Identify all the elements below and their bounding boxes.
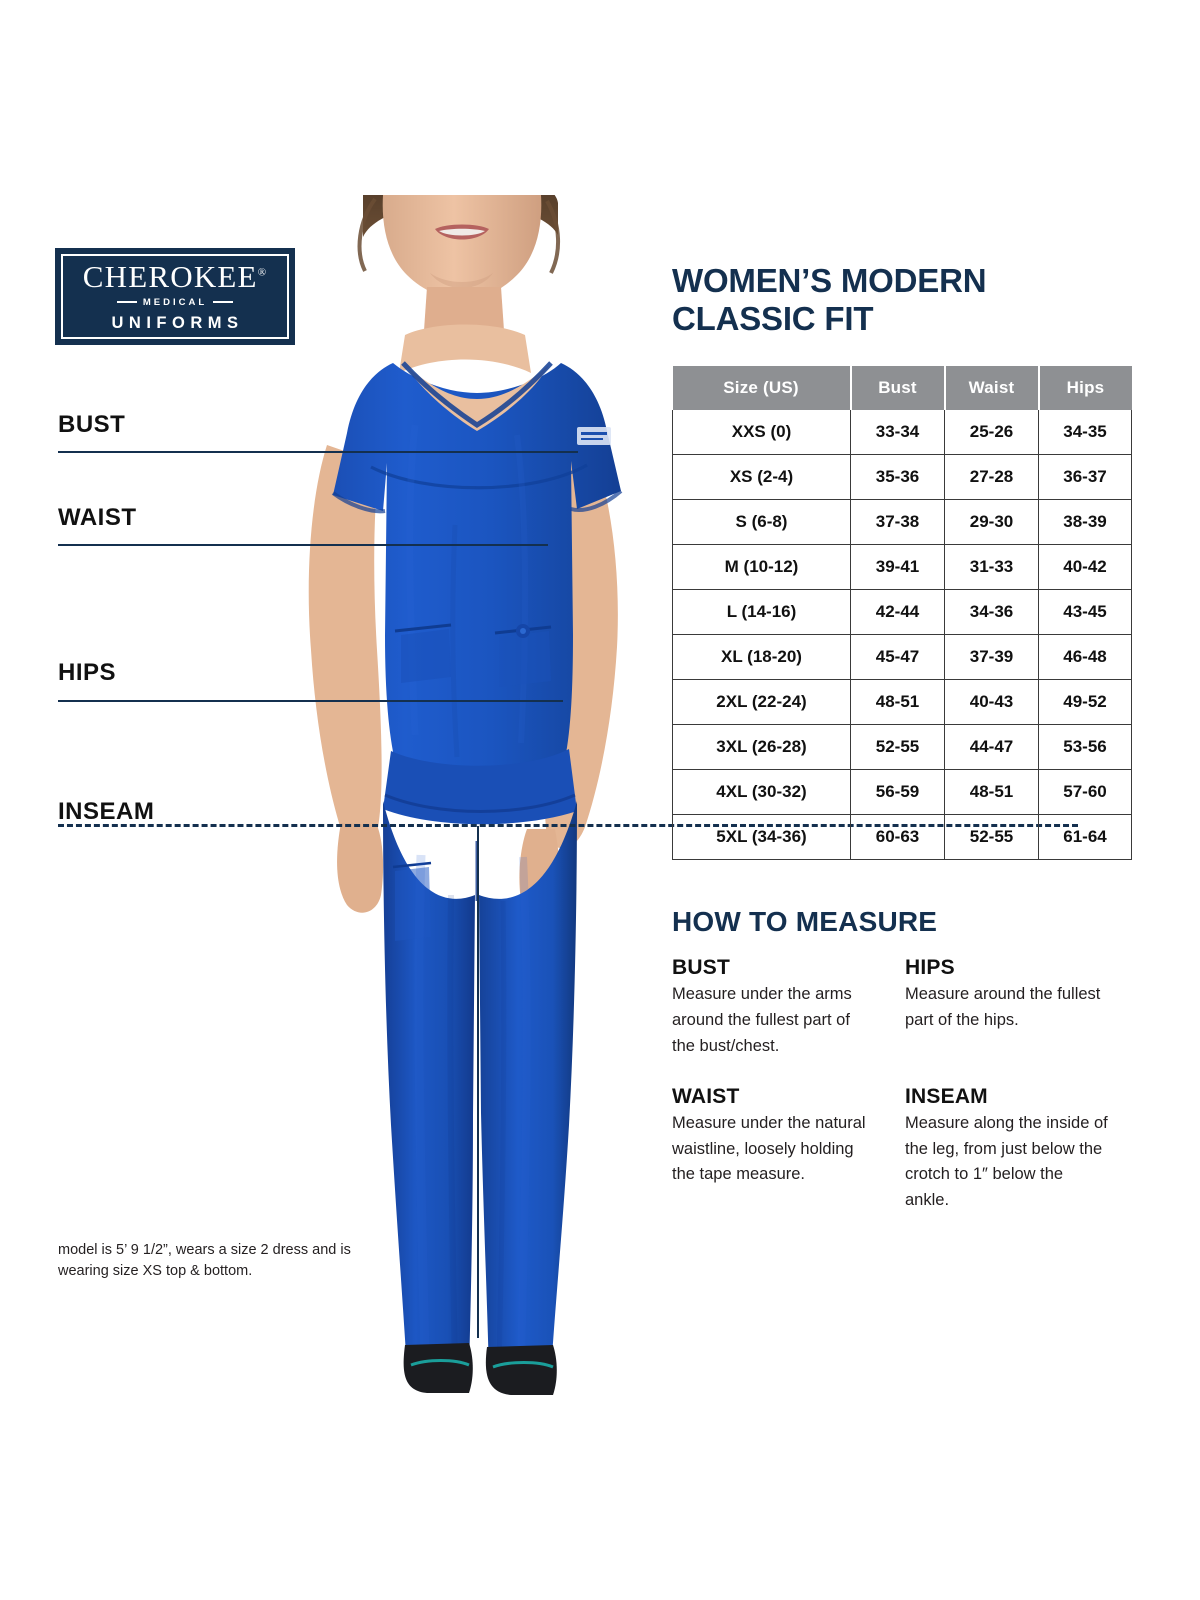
measurement-line-bust: [58, 451, 578, 453]
cell-size: S (6-8): [672, 499, 851, 546]
cell-size: XS (2-4): [672, 454, 851, 501]
registered-mark: ®: [257, 266, 268, 279]
table-row: L (14-16) 42-44 34-36 43-45: [672, 589, 1132, 636]
cell-size: XXS (0): [672, 409, 851, 456]
how-to-measure-heading: HOW TO MEASURE: [672, 906, 938, 938]
cell-hips: 49-52: [1038, 679, 1132, 726]
how-to-measure-grid: BUST Measure under the arms around the f…: [672, 956, 1132, 1213]
how-desc-waist: Measure under the natural waistline, loo…: [672, 1114, 866, 1184]
cell-waist: 34-36: [944, 589, 1039, 636]
cell-waist: 44-47: [944, 724, 1039, 771]
how-desc-bust: Measure under the arms around the fulles…: [672, 985, 852, 1055]
table-row: XXS (0) 33-34 25-26 34-35: [672, 409, 1132, 456]
cell-hips: 53-56: [1038, 724, 1132, 771]
how-to-measure-item-waist: WAIST Measure under the natural waistlin…: [672, 1085, 905, 1213]
cell-bust: 52-55: [850, 724, 945, 771]
cell-bust: 37-38: [850, 499, 945, 546]
how-desc-hips: Measure around the fullest part of the h…: [905, 985, 1101, 1029]
logo-rule-left: [116, 301, 137, 303]
table-row: 4XL (30-32) 56-59 48-51 57-60: [672, 769, 1132, 816]
cell-bust: 56-59: [850, 769, 945, 816]
table-header-row: Size (US) Bust Waist Hips: [672, 365, 1132, 410]
logo-rule-right: [213, 301, 234, 303]
how-to-measure-item-inseam: INSEAM Measure along the inside of the l…: [905, 1085, 1131, 1213]
measurement-label-bust: BUST: [58, 411, 126, 438]
cell-waist: 31-33: [944, 544, 1039, 591]
how-term-bust: BUST: [672, 956, 730, 980]
cell-hips: 57-60: [1038, 769, 1132, 816]
logo-uniforms-text: UNIFORMS: [111, 313, 244, 332]
model-note: model is 5’ 9 1/2”, wears a size 2 dress…: [58, 1242, 351, 1280]
cell-bust: 42-44: [850, 589, 945, 636]
logo-brand-name: CHEROKEE®: [83, 261, 268, 292]
cell-size: XL (18-20): [672, 634, 851, 681]
cell-bust: 33-34: [850, 409, 945, 456]
right-column: WOMEN’S MODERN CLASSIC FIT Size (US) Bus…: [672, 262, 1132, 1213]
table-row: M (10-12) 39-41 31-33 40-42: [672, 544, 1132, 591]
column-header-waist: Waist: [944, 365, 1040, 410]
cell-bust: 48-51: [850, 679, 945, 726]
measurement-line-waist: [58, 544, 548, 546]
cell-waist: 48-51: [944, 769, 1039, 816]
column-header-bust: Bust: [850, 365, 946, 410]
table-row: XL (18-20) 45-47 37-39 46-48: [672, 634, 1132, 681]
measurement-line-hips: [58, 700, 563, 702]
cell-bust: 60-63: [850, 814, 945, 861]
cherokee-logo: CHEROKEE® MEDICAL UNIFORMS: [55, 248, 295, 345]
cell-size: M (10-12): [672, 544, 851, 591]
cell-hips: 46-48: [1038, 634, 1132, 681]
cell-hips: 61-64: [1038, 814, 1132, 861]
column-header-hips: Hips: [1038, 365, 1132, 410]
cell-waist: 40-43: [944, 679, 1039, 726]
logo-inner-border: CHEROKEE® MEDICAL UNIFORMS: [61, 254, 289, 339]
logo-brand-text: CHEROKEE: [82, 258, 258, 294]
table-row: 3XL (26-28) 52-55 44-47 53-56: [672, 724, 1132, 771]
cell-waist: 27-28: [944, 454, 1039, 501]
cell-bust: 45-47: [850, 634, 945, 681]
how-to-measure-item-bust: BUST Measure under the arms around the f…: [672, 956, 905, 1059]
table-row: XS (2-4) 35-36 27-28 36-37: [672, 454, 1132, 501]
table-row: 2XL (22-24) 48-51 40-43 49-52: [672, 679, 1132, 726]
table-row: S (6-8) 37-38 29-30 38-39: [672, 499, 1132, 546]
cell-waist: 25-26: [944, 409, 1039, 456]
column-header-size: Size (US): [672, 365, 852, 410]
measurement-line-inseam: [58, 824, 1078, 827]
how-term-hips: HIPS: [905, 956, 955, 980]
measurement-label-waist: WAIST: [58, 504, 137, 531]
logo-medical-row: MEDICAL: [116, 296, 234, 308]
cell-waist: 52-55: [944, 814, 1039, 861]
measurement-label-inseam: INSEAM: [58, 798, 155, 825]
measurement-label-hips: HIPS: [58, 659, 117, 686]
size-chart-table: Size (US) Bust Waist Hips XXS (0) 33-34 …: [672, 365, 1132, 861]
cell-size: L (14-16): [672, 589, 851, 636]
cell-hips: 43-45: [1038, 589, 1132, 636]
logo-medical-text: MEDICAL: [142, 296, 208, 308]
cell-bust: 39-41: [850, 544, 945, 591]
cell-hips: 36-37: [1038, 454, 1132, 501]
how-term-waist: WAIST: [672, 1085, 740, 1109]
page-title: WOMEN’S MODERN CLASSIC FIT: [672, 262, 987, 337]
how-term-inseam: INSEAM: [905, 1085, 988, 1109]
cell-hips: 40-42: [1038, 544, 1132, 591]
cell-size: 2XL (22-24): [672, 679, 851, 726]
cell-waist: 29-30: [944, 499, 1039, 546]
how-desc-inseam: Measure along the inside of the leg, fro…: [905, 1114, 1108, 1209]
measurement-line-inseam-vertical: [477, 826, 479, 1338]
size-table-body: XXS (0) 33-34 25-26 34-35 XS (2-4) 35-36…: [672, 409, 1132, 861]
cell-hips: 38-39: [1038, 499, 1132, 546]
cell-size: 5XL (34-36): [672, 814, 851, 861]
cell-bust: 35-36: [850, 454, 945, 501]
table-row: 5XL (34-36) 60-63 52-55 61-64: [672, 814, 1132, 861]
model-photo: [255, 195, 685, 1395]
cell-waist: 37-39: [944, 634, 1039, 681]
size-table-header: Size (US) Bust Waist Hips: [672, 365, 1132, 410]
cell-size: 3XL (26-28): [672, 724, 851, 771]
cell-hips: 34-35: [1038, 409, 1132, 456]
cell-size: 4XL (30-32): [672, 769, 851, 816]
how-to-measure-item-hips: HIPS Measure around the fullest part of …: [905, 956, 1131, 1059]
